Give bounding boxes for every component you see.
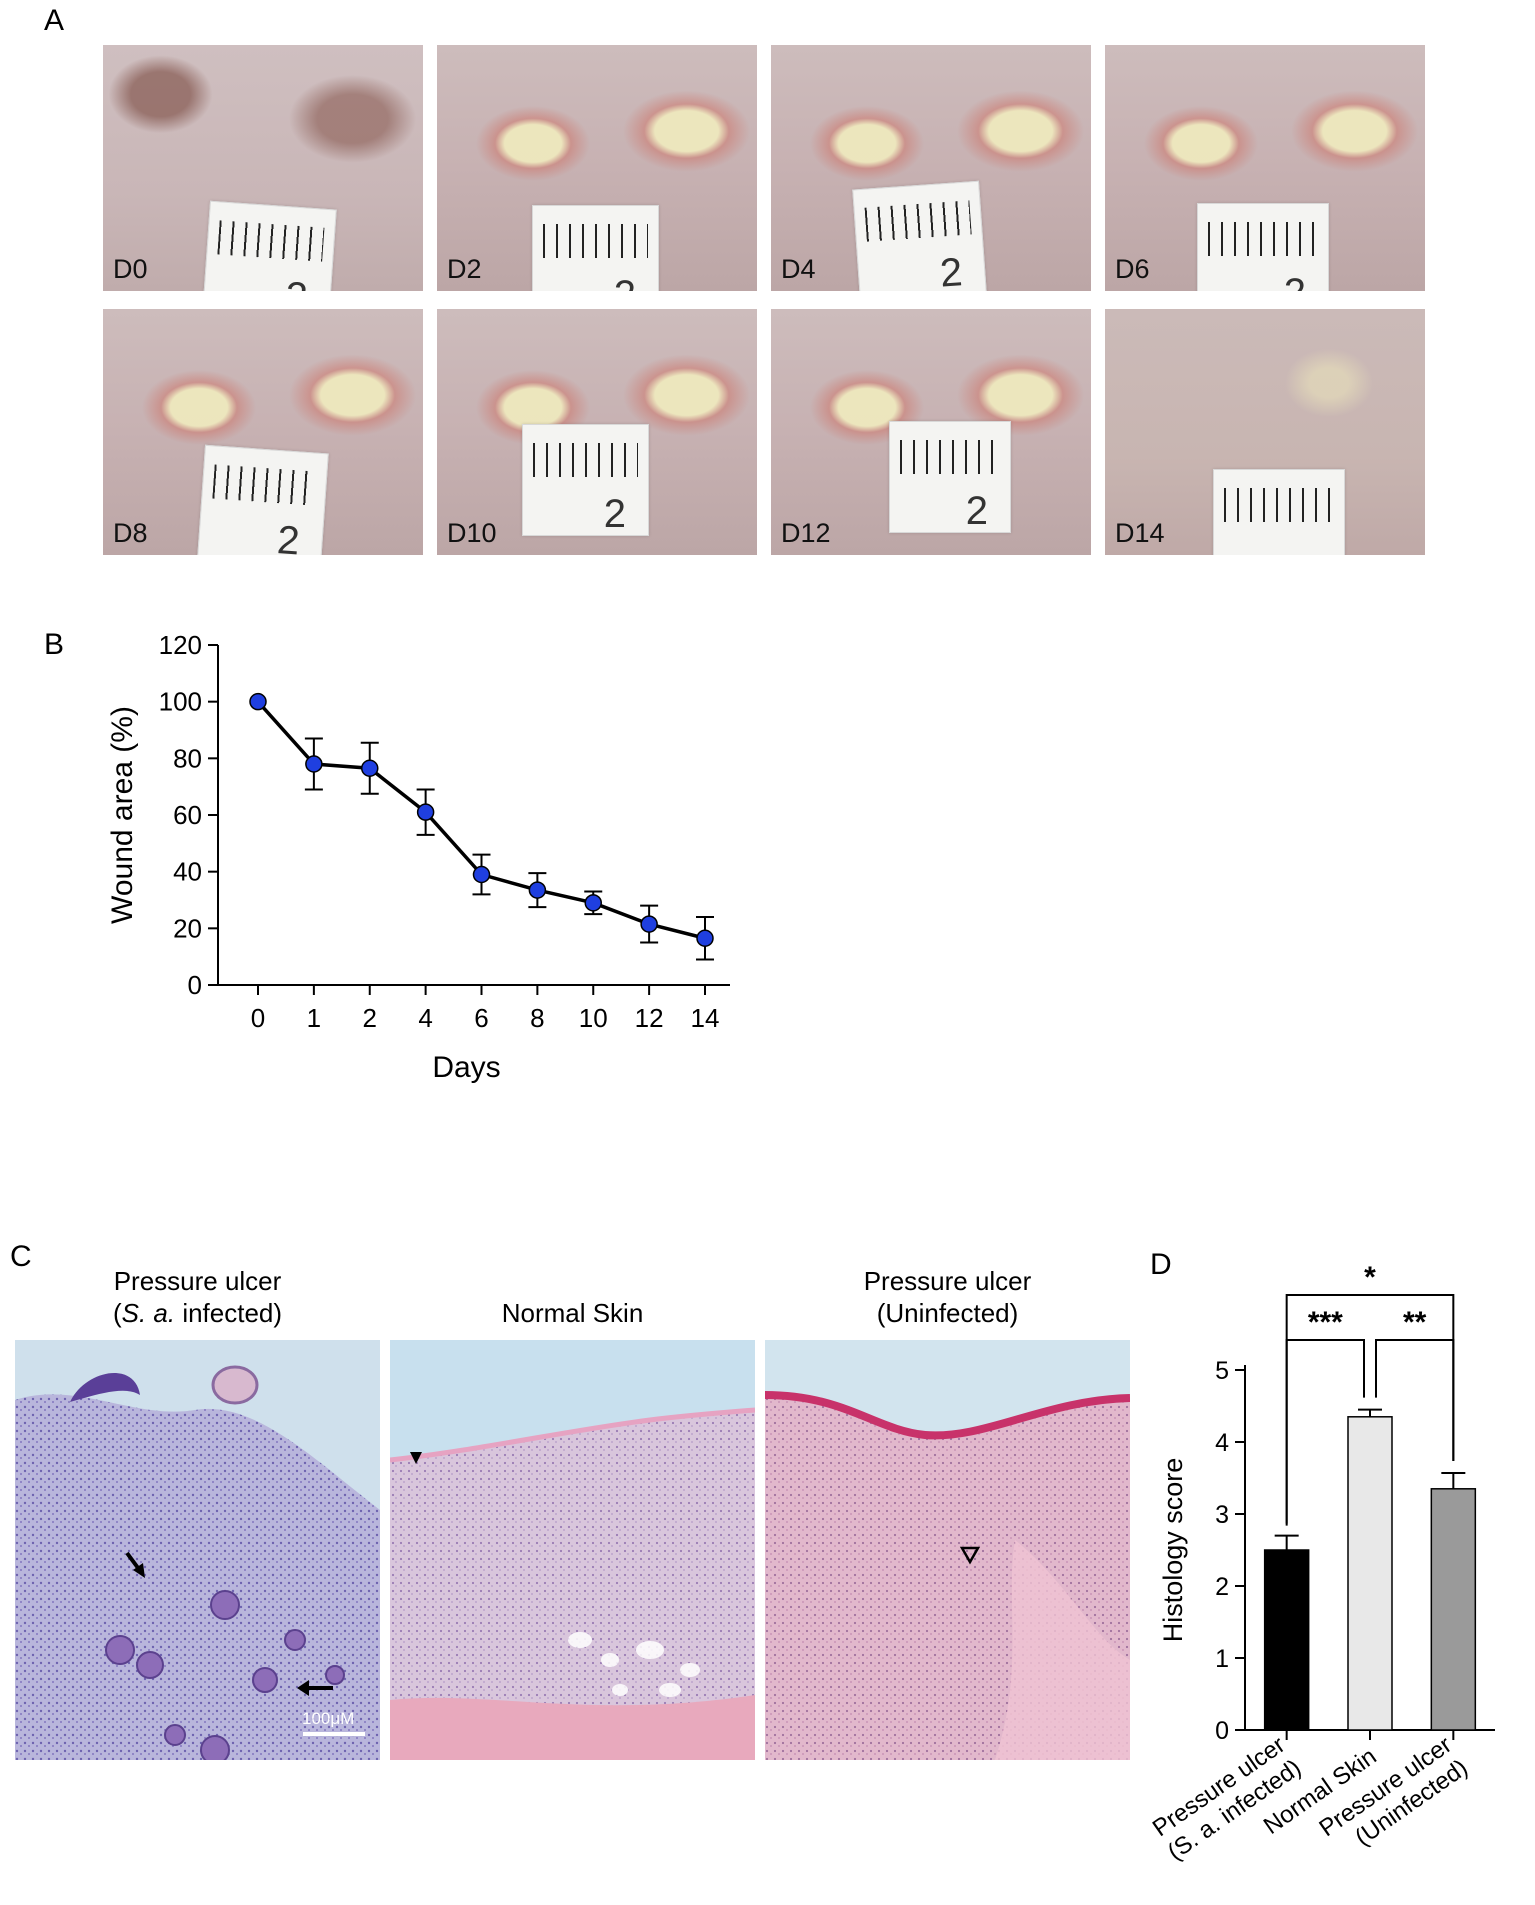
wound-photo-d2: 2 D2	[437, 45, 757, 291]
title-line-1: Normal Skin	[501, 1298, 644, 1328]
day-label: D8	[113, 518, 148, 548]
data-point	[584, 894, 602, 912]
data-point	[305, 755, 323, 773]
y-tick-label: 40	[173, 857, 202, 887]
ruler: 2	[532, 205, 659, 291]
significance-bracket	[1375, 1339, 1455, 1461]
ruler: 2	[1197, 203, 1329, 291]
x-tick-label: Pressure ulcer(Uninfected)	[1315, 1731, 1473, 1865]
x-tick-label: 8	[530, 1003, 544, 1033]
series-line	[256, 700, 706, 940]
histology-title-normal: Normal Skin	[390, 1297, 755, 1329]
title-line-1: Pressure ulcer	[863, 1266, 1032, 1296]
ruler: 2	[202, 200, 337, 291]
data-point	[528, 881, 547, 899]
histology-image-normal	[390, 1340, 755, 1760]
significance-label: *	[1364, 1261, 1376, 1294]
x-tick-label: 6	[474, 1003, 488, 1033]
wound-photo-d8: 2 D8	[103, 309, 423, 555]
ruler-number: 2	[284, 274, 309, 291]
scale-bar-label: 100μM	[302, 1709, 355, 1728]
wound-photo-d10: 2 D10	[437, 309, 757, 555]
day-label: D14	[1115, 518, 1165, 548]
title-line-2: (S. a. infected)	[112, 1298, 283, 1328]
y-tick-label: 3	[1215, 1501, 1229, 1529]
y-tick-label: 1	[1215, 1645, 1229, 1673]
title-line-1: Pressure ulcer	[113, 1266, 282, 1296]
day-label: D12	[781, 518, 831, 548]
ruler	[1213, 469, 1345, 555]
panel-a-letter: A	[44, 4, 65, 37]
wound-photo-d12: 2 D12	[771, 309, 1091, 555]
bar	[1347, 1416, 1393, 1731]
data-point	[640, 915, 658, 933]
y-tick-label: 20	[173, 913, 202, 943]
significance-label: **	[1403, 1306, 1427, 1339]
ruler: 2	[852, 180, 987, 291]
y-axis-label: Wound area (%)	[106, 706, 139, 924]
y-axis-label: Histology score	[1158, 1458, 1188, 1643]
significance-label: ***	[1308, 1306, 1343, 1339]
histology-image-infected: 100μM	[15, 1340, 380, 1760]
histology-image-uninfected	[765, 1340, 1130, 1760]
x-tick-label: 14	[691, 1003, 720, 1033]
bar	[1263, 1549, 1310, 1731]
wound-photo-d4: 2 D4	[771, 45, 1091, 291]
ruler: 2	[522, 424, 649, 536]
y-tick-label: 120	[159, 630, 202, 660]
x-tick-label: Pressure ulcer(S. a. infected)	[1150, 1731, 1306, 1866]
ruler-number: 2	[275, 518, 302, 555]
day-label: D4	[781, 254, 816, 284]
x-tick-label: 0	[251, 1003, 265, 1033]
y-tick-label: 80	[173, 743, 202, 773]
scale-bar	[303, 1732, 365, 1736]
data-point	[249, 692, 267, 711]
title-line-2: (Uninfected)	[876, 1298, 1019, 1328]
panel-c-letter: C	[10, 1240, 32, 1273]
day-label: D10	[447, 518, 497, 548]
data-point	[696, 929, 714, 947]
histology-title-uninfected: Pressure ulcer (Uninfected)	[765, 1265, 1130, 1329]
x-axis-label: Days	[432, 1051, 500, 1084]
ruler-number: 2	[603, 492, 626, 536]
y-tick-label: 100	[159, 687, 202, 717]
x-tick-label: 1	[307, 1003, 321, 1033]
day-label: D0	[113, 254, 148, 284]
bar	[1430, 1488, 1477, 1731]
ruler-number: 2	[1284, 271, 1306, 291]
wound-photo-d6: 2 D6	[1105, 45, 1425, 291]
wound-photo-d14: D14	[1105, 309, 1425, 555]
ruler: 2	[889, 421, 1011, 533]
histology-title-infected: Pressure ulcer (S. a. infected)	[15, 1265, 380, 1329]
y-tick-label: 60	[173, 800, 202, 830]
ruler: 2	[197, 444, 329, 555]
wound-photo-d0: 2 D0	[103, 45, 423, 291]
day-label: D2	[447, 254, 482, 284]
histology-score-bar-chart: 0 1 2 3 4 5 Histology score Pressure ulcer(S. a…	[1150, 1261, 1495, 1866]
ruler-number: 2	[938, 250, 964, 291]
x-tick-label: 4	[418, 1003, 432, 1033]
data-point	[416, 803, 435, 821]
y-tick-label: 5	[1215, 1357, 1229, 1385]
ruler-number: 2	[965, 489, 988, 533]
y-tick-label: 0	[1215, 1717, 1229, 1745]
x-tick-label: 2	[363, 1003, 377, 1033]
day-label: D6	[1115, 254, 1150, 284]
ruler-number: 2	[614, 273, 636, 291]
y-tick-label: 4	[1215, 1429, 1229, 1457]
data-point	[361, 759, 379, 777]
x-tick-label: 12	[635, 1003, 664, 1033]
data-point	[472, 865, 491, 884]
significance-bracket	[1285, 1339, 1365, 1524]
x-tick-label: 10	[579, 1003, 608, 1033]
y-tick-label: 0	[188, 970, 202, 1000]
panel-d-letter: D	[1150, 1248, 1172, 1281]
y-tick-label: 2	[1215, 1573, 1229, 1601]
panel-b-letter: B	[44, 628, 65, 661]
